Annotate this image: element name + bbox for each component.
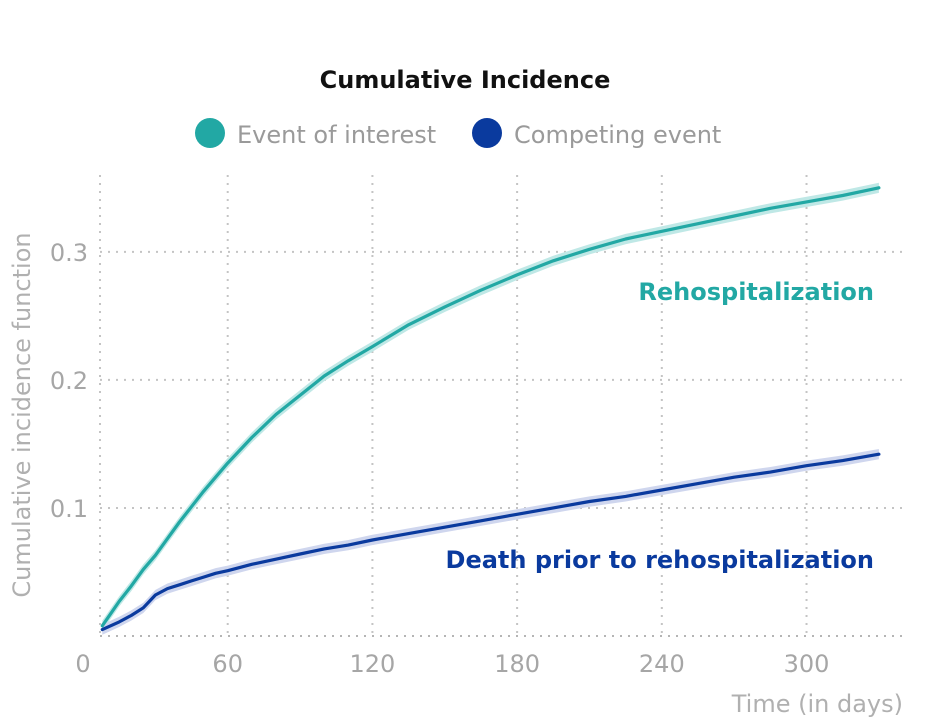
legend-label-event-of-interest: Event of interest [237,121,436,149]
legend-marker-competing-event [472,118,502,148]
legend-label-competing-event: Competing event [514,121,721,149]
x-tick-label: 180 [494,650,540,678]
x-tick-label: 240 [639,650,685,678]
legend-marker-event-of-interest [195,118,225,148]
grid [99,175,903,637]
x-tick-label: 0 [75,650,90,678]
x-tick-label: 300 [784,650,830,678]
annotation-rehospitalization: Rehospitalization [638,278,874,306]
series-line-0 [100,186,881,628]
series-lines [100,186,881,632]
y-tick-label: 0.1 [50,495,88,523]
y-tick-label: 0.2 [50,367,88,395]
annotation-death-prior-to-rehospitalization: Death prior to rehospitalization [446,546,874,574]
y-axis-title: Cumulative incidence function [8,232,36,597]
tick-labels: 0 60 120 180 240 300 0.1 0.2 0.3 [50,239,830,678]
chart-title: Cumulative Incidence [320,66,611,94]
x-axis-title: Time (in days) [731,690,903,718]
x-tick-label: 60 [212,650,243,678]
legend: Event of interest Competing event [195,118,721,149]
series-line-1 [100,452,881,632]
x-tick-label: 120 [350,650,396,678]
y-tick-label: 0.3 [50,239,88,267]
